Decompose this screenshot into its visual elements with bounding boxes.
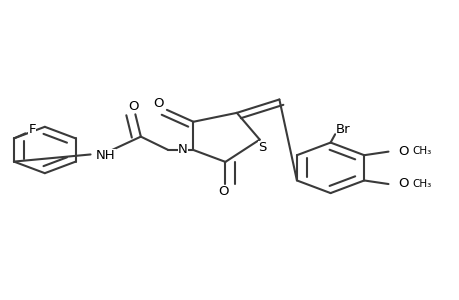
Text: O: O [397,177,408,190]
Text: CH₃: CH₃ [412,146,431,156]
Text: CH₃: CH₃ [412,179,431,189]
Text: O: O [153,97,163,110]
Text: O: O [128,100,138,113]
Text: Br: Br [336,123,350,136]
Text: N: N [178,142,188,156]
Text: NH: NH [96,149,115,162]
Text: F: F [28,123,36,136]
Text: O: O [218,185,228,198]
Text: S: S [257,140,266,154]
Text: O: O [397,145,408,158]
